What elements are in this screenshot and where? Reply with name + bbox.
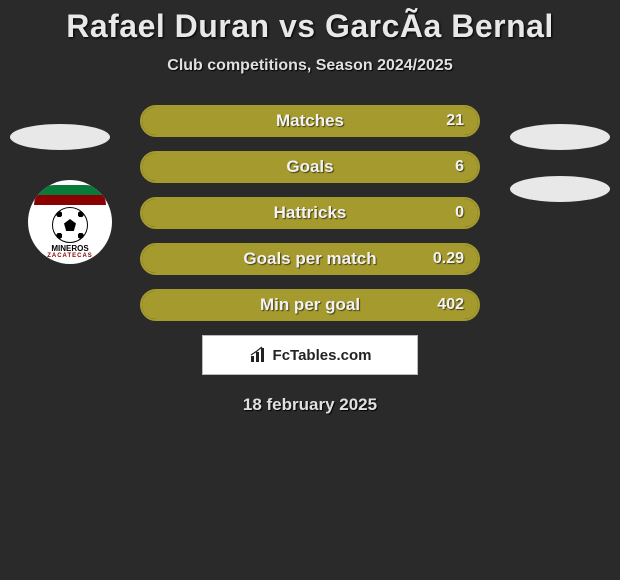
bar-value: 402: [437, 296, 464, 314]
badge-text: MINEROS: [51, 245, 88, 253]
bar-value: 6: [455, 158, 464, 176]
club-badge: MINEROS ZACATECAS: [28, 180, 112, 264]
bar-label: Matches: [276, 111, 344, 131]
bar-value: 21: [446, 112, 464, 130]
player-left-placeholder: [10, 124, 110, 150]
player-right-placeholder-1: [510, 124, 610, 150]
comparison-card: Rafael Duran vs GarcÃa Bernal Club compe…: [0, 0, 620, 580]
player-right-placeholder-2: [510, 176, 610, 202]
page-title: Rafael Duran vs GarcÃa Bernal: [0, 8, 620, 45]
attribution-text: FcTables.com: [273, 347, 372, 364]
badge-subtext: ZACATECAS: [47, 253, 93, 259]
stat-bar: Goals per match 0.29: [140, 243, 480, 275]
chart-icon: [249, 346, 267, 364]
attribution-box: FcTables.com: [202, 335, 418, 375]
bar-value: 0.29: [433, 250, 464, 268]
stat-bar: Min per goal 402: [140, 289, 480, 321]
bar-label: Goals: [286, 157, 333, 177]
stat-bar: Goals 6: [140, 151, 480, 183]
stat-bars: Matches 21 Goals 6 Hattricks 0 Goals per…: [140, 105, 480, 321]
bar-label: Hattricks: [274, 203, 347, 223]
stat-bar: Hattricks 0: [140, 197, 480, 229]
bar-value: 0: [455, 204, 464, 222]
stat-bar: Matches 21: [140, 105, 480, 137]
bar-label: Goals per match: [243, 249, 376, 269]
badge-stripe: [34, 185, 106, 205]
date-text: 18 february 2025: [0, 395, 620, 415]
subtitle: Club competitions, Season 2024/2025: [0, 57, 620, 75]
bar-label: Min per goal: [260, 295, 360, 315]
soccer-ball-icon: [52, 207, 88, 243]
